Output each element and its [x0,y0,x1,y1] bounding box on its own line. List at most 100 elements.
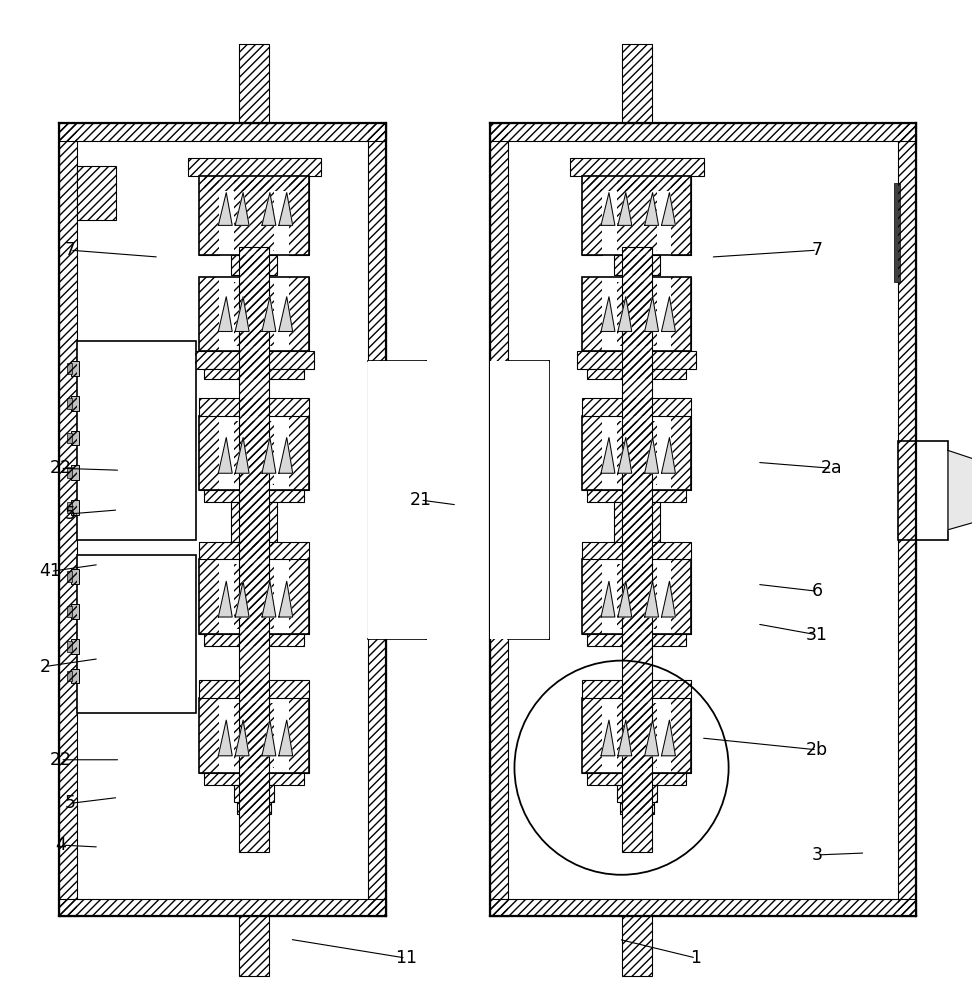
Bar [234,785,274,802]
Bar [622,916,652,976]
Bar [614,255,660,275]
Bar [239,916,268,976]
Bar [622,916,652,976]
Bar [588,369,686,379]
Bar [70,431,78,445]
Polygon shape [279,297,293,331]
Polygon shape [219,297,232,331]
Bar [234,180,274,251]
Polygon shape [235,581,249,617]
Bar [583,416,602,490]
Text: 22: 22 [50,459,71,477]
Polygon shape [645,581,659,617]
Text: 22: 22 [50,751,71,769]
Bar [289,416,308,490]
Polygon shape [219,581,232,617]
Bar [199,176,220,255]
Bar [622,247,652,852]
Bar [617,180,657,251]
Bar [671,176,691,255]
Bar [583,398,691,416]
Polygon shape [645,297,659,331]
Bar [66,606,71,617]
Polygon shape [279,720,293,756]
Bar [490,899,916,916]
Bar [234,564,274,629]
Bar [204,369,304,379]
Bar [199,698,308,773]
Bar [70,604,78,619]
Bar [199,176,308,255]
Bar [76,555,195,713]
Bar [199,698,220,773]
Bar [894,183,901,282]
Bar [289,176,308,255]
Text: 41: 41 [40,562,61,580]
Bar [187,158,321,176]
Bar [237,802,271,814]
Polygon shape [601,297,615,331]
Bar [199,559,220,634]
Bar [588,176,686,191]
Text: 31: 31 [806,626,828,644]
Bar [234,703,274,768]
Bar [899,123,916,916]
Bar [588,773,686,785]
Bar [622,44,652,123]
Bar [70,500,78,515]
Polygon shape [662,193,675,225]
Bar [289,176,308,255]
Text: 1: 1 [691,949,702,967]
Bar [583,277,602,351]
Bar [588,490,686,502]
Bar [583,559,691,634]
Bar [614,502,660,547]
Bar [588,176,686,191]
Bar [70,569,78,584]
Bar [234,282,274,346]
Bar [199,559,308,634]
Bar [70,396,78,411]
Bar [59,123,76,916]
Bar [231,502,277,547]
Bar [204,176,304,191]
Bar [204,773,304,785]
Bar [617,785,657,802]
Bar [234,703,274,768]
Bar [66,398,71,409]
Bar [588,490,686,502]
Bar [583,542,691,559]
Polygon shape [645,193,659,225]
Bar [234,785,274,802]
Bar [66,363,71,374]
Polygon shape [601,720,615,756]
Bar [289,698,308,773]
Bar [199,542,308,559]
Bar [622,247,652,852]
Bar [671,698,691,773]
Bar [199,416,308,490]
Bar [289,277,308,351]
Bar [583,398,691,416]
Bar [368,123,386,916]
Bar [70,361,78,376]
Polygon shape [601,193,615,225]
Bar [76,166,116,220]
Bar [583,176,602,255]
Bar [204,369,304,379]
Bar [490,899,916,916]
Text: 21: 21 [409,491,431,509]
Bar [199,277,220,351]
Bar [204,490,304,502]
Bar [239,916,268,976]
Bar [671,698,691,773]
Bar [59,123,76,916]
Bar [59,123,386,141]
Bar [583,680,691,698]
Bar [368,361,427,639]
Bar [239,44,268,123]
Polygon shape [618,193,631,225]
Bar [289,559,308,634]
Bar [570,158,704,176]
Bar [583,559,602,634]
